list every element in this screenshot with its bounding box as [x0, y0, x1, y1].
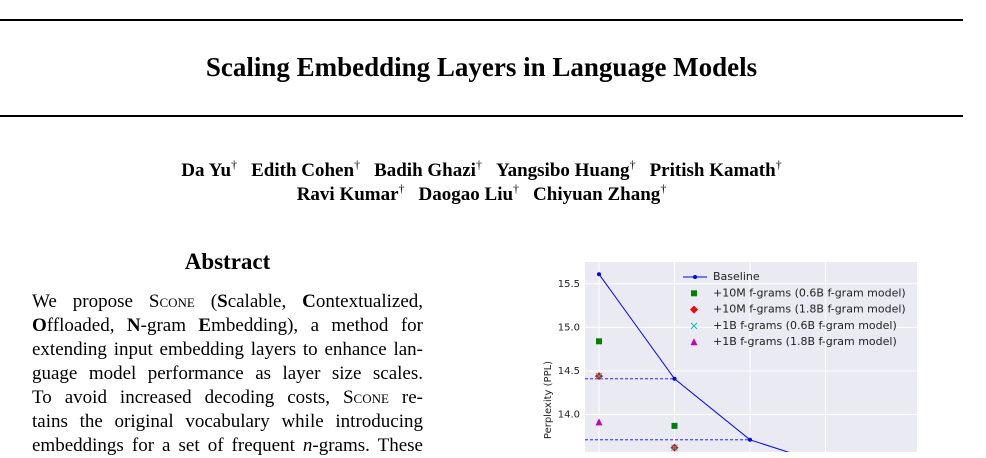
legend-label: +1B f-grams (0.6B f-gram model) — [713, 319, 897, 332]
author-name: Daogao Liu — [418, 184, 514, 206]
text-run: -gram — [140, 315, 199, 336]
marker — [671, 444, 678, 451]
marker — [596, 338, 602, 345]
author: Daogao Liu† — [418, 182, 520, 206]
abstract-text: We propose Scone (Scalable, Contextualiz… — [32, 290, 423, 458]
author-name: Ravi Kumar — [296, 184, 399, 206]
series-line — [598, 273, 790, 452]
legend-label: Baseline — [713, 270, 760, 283]
marker — [691, 290, 697, 297]
text-run: embeddings for a set of frequent — [32, 435, 303, 456]
y-tick-label: 14.0 — [558, 410, 580, 421]
text-run: O — [32, 315, 47, 336]
abstract-line: Offloaded, N-gram Embedding), a method f… — [32, 314, 423, 338]
text-run: E — [198, 315, 212, 336]
text-run: C — [302, 291, 316, 312]
text-run: mbedding), a method for — [211, 315, 423, 336]
author: Edith Cohen† — [251, 158, 361, 182]
author-name: Edith Cohen — [251, 160, 355, 182]
abstract-line: To avoid increased decoding costs, Scone… — [32, 386, 423, 410]
marker — [672, 376, 677, 381]
author: Pritish Kamath† — [649, 158, 782, 182]
marker — [671, 422, 678, 429]
author: Ravi Kumar† — [296, 182, 405, 206]
text-run: n — [302, 435, 313, 456]
abstract-line: tains the original vocabulary while intr… — [32, 410, 423, 434]
abstract-line: guage model performance as layer size sc… — [32, 362, 423, 386]
author-name: Pritish Kamath — [649, 160, 776, 182]
text-run: guage model performance as layer size sc… — [32, 363, 423, 384]
y-tick-label: 14.5 — [558, 366, 580, 377]
text-run: -grams. These — [312, 435, 423, 456]
y-tick-label: 15.5 — [558, 279, 580, 290]
y-tick-label: 15.0 — [558, 322, 580, 333]
text-run: calable, — [227, 291, 303, 312]
marker — [748, 437, 752, 442]
author-line: Ravi Kumar† Daogao Liu† Chiyuan Zhang† — [0, 182, 963, 206]
y-axis-label: Perplexity (PPL) — [543, 361, 554, 439]
abstract-line: extending input embedding layers to enha… — [32, 338, 423, 362]
marker — [690, 305, 698, 314]
text-run: To avoid increased decoding costs, — [32, 387, 343, 408]
affiliation-mark: † — [354, 158, 361, 172]
marker — [690, 322, 698, 330]
text-run: Scone — [342, 387, 389, 408]
text-run: tains the original vocabulary while intr… — [32, 411, 423, 432]
text-run: N — [126, 315, 141, 336]
paper-title: Scaling Embedding Layers in Language Mod… — [205, 52, 758, 82]
author: Chiyuan Zhang† — [533, 182, 667, 206]
author-name: Badih Ghazi — [374, 160, 476, 182]
text-run: ontextualized, — [315, 291, 424, 312]
bottom-rule — [0, 115, 963, 117]
affiliation-mark: † — [231, 158, 238, 172]
legend-label: +10M f-grams (1.8B f-gram model) — [713, 303, 906, 316]
legend-label: +10M f-grams (0.6B f-gram model) — [713, 286, 906, 299]
abstract-line: embeddings for a set of frequent n-grams… — [32, 434, 423, 458]
marker — [597, 272, 601, 277]
abstract-heading: Abstract — [184, 249, 271, 274]
affiliation-mark: † — [775, 158, 782, 172]
affiliation-mark: † — [629, 158, 636, 172]
marker — [690, 338, 698, 346]
marker — [693, 275, 697, 279]
plot-area — [585, 262, 917, 452]
text-run: ffloaded, — [46, 315, 127, 336]
abstract-line: We propose Scone (Scalable, Contextualiz… — [32, 290, 423, 314]
affiliation-mark: † — [475, 158, 482, 172]
affiliation-mark: † — [513, 182, 520, 196]
marker — [595, 418, 603, 426]
text-run: re- — [388, 387, 423, 408]
author-name: Yangsibo Huang — [495, 160, 630, 182]
author-name: Chiyuan Zhang — [533, 184, 661, 206]
author: Yangsibo Huang† — [495, 158, 636, 182]
text-run: ( — [194, 291, 218, 312]
text-run: We propose — [32, 291, 149, 312]
text-run: extending input embedding layers to enha… — [32, 339, 423, 360]
affiliation-mark: † — [660, 182, 667, 196]
affiliation-mark: † — [398, 182, 405, 196]
top-rule — [0, 19, 963, 21]
text-run: S — [217, 291, 228, 312]
marker — [595, 372, 603, 380]
author: Badih Ghazi† — [374, 158, 482, 182]
author-name: Da Yu — [181, 160, 232, 182]
author: Da Yu† — [181, 158, 238, 182]
author-line: Da Yu† Edith Cohen† Badih Ghazi† Yangsibo H… — [0, 158, 963, 182]
legend-label: +1B f-grams (1.8B f-gram model) — [713, 335, 897, 348]
text-run: Scone — [148, 291, 195, 312]
